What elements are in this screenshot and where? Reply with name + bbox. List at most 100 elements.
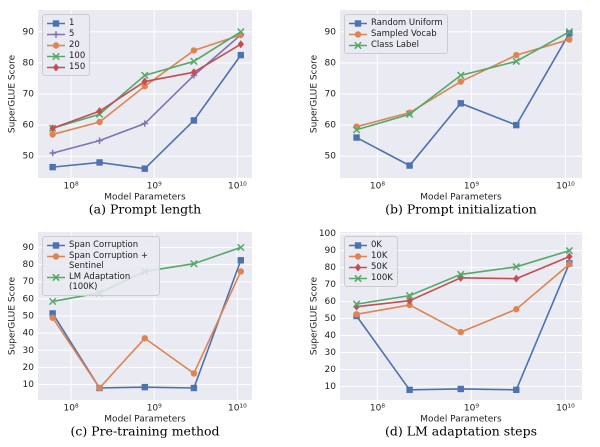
x-tick-label: 10⁹ — [464, 404, 479, 414]
legend-label: 100K — [371, 273, 393, 283]
caption: (a) Prompt length — [89, 202, 201, 217]
y-tick-label: 90 — [23, 27, 35, 37]
y-tick-label: 80 — [325, 58, 337, 68]
y-tick-label: 40 — [325, 331, 337, 341]
marker — [354, 242, 362, 249]
legend: 0K 10K 50K 100K — [344, 236, 398, 287]
marker — [52, 52, 60, 61]
x-axis-label: Model Parameters — [420, 415, 502, 425]
marker — [352, 126, 361, 134]
marker — [457, 71, 465, 80]
marker — [354, 31, 362, 38]
legend-swatch — [47, 42, 65, 49]
y-tick-label: 90 — [325, 246, 337, 256]
marker — [96, 384, 103, 392]
legend-entry: 10K — [349, 251, 393, 261]
x-tick-label: 10⁸ — [370, 404, 385, 414]
marker — [405, 110, 414, 118]
marker — [237, 51, 245, 59]
legend-entry: Span Corruption + Sentinel — [47, 251, 155, 271]
marker — [566, 30, 573, 37]
marker — [354, 41, 362, 50]
x-tick-label: 10¹⁰ — [556, 404, 575, 414]
marker — [52, 273, 60, 282]
marker — [237, 268, 245, 275]
marker — [237, 243, 245, 252]
legend: Span Corruption Span Corruption + Sentine… — [42, 236, 160, 296]
y-tick-label: 80 — [23, 260, 35, 270]
y-tick-label: 80 — [325, 263, 337, 273]
marker — [353, 311, 360, 318]
y-tick-label: 30 — [325, 348, 337, 358]
y-tick-label: 70 — [23, 90, 35, 100]
marker — [354, 253, 362, 260]
marker — [512, 263, 521, 271]
marker — [49, 124, 56, 133]
legend-swatch — [349, 253, 367, 260]
marker — [352, 300, 361, 308]
y-tick-label: 70 — [325, 90, 337, 100]
x-axis-label: Model Parameters — [104, 193, 186, 203]
marker — [237, 257, 245, 264]
marker — [141, 335, 148, 342]
y-tick-label: 50 — [23, 312, 35, 322]
legend-label: 50K — [371, 262, 388, 272]
marker — [190, 57, 198, 66]
legend-swatch — [47, 63, 65, 72]
legend-swatch — [349, 274, 367, 283]
legend-entry: 100 — [47, 51, 85, 61]
y-tick-label: 60 — [23, 294, 35, 304]
marker — [406, 162, 413, 169]
x-tick-label: 10¹⁰ — [228, 182, 247, 192]
marker — [237, 40, 245, 49]
caption: (d) LM adaptation steps — [385, 424, 537, 439]
legend-entry: 150 — [47, 62, 85, 72]
y-tick-label: 60 — [23, 121, 35, 131]
legend-swatch — [47, 253, 65, 260]
marker — [405, 291, 414, 300]
marker — [406, 296, 413, 305]
marker — [141, 71, 149, 80]
marker — [565, 28, 574, 36]
marker — [190, 259, 198, 268]
legend-label: 150 — [69, 62, 86, 72]
x-axis-label: Model Parameters — [420, 193, 502, 203]
y-tick-label: 60 — [325, 121, 337, 131]
marker — [513, 386, 520, 394]
marker — [237, 28, 245, 36]
y-tick-label: 20 — [23, 363, 35, 373]
marker — [141, 77, 148, 86]
y-tick-label: 50 — [325, 152, 337, 162]
marker — [565, 246, 574, 255]
legend-entry: 1 — [47, 18, 85, 28]
y-tick-label: 90 — [23, 243, 35, 253]
marker — [52, 63, 60, 72]
legend-label: 5 — [69, 29, 75, 39]
marker — [52, 253, 60, 260]
legend-label: 1 — [69, 18, 75, 28]
marker — [49, 131, 56, 138]
legend-swatch — [47, 52, 65, 61]
legend-entry: Span Corruption — [47, 240, 155, 250]
marker — [513, 51, 520, 59]
legend-entry: 20 — [47, 40, 85, 50]
marker — [457, 100, 464, 107]
marker — [354, 20, 362, 27]
marker — [52, 242, 60, 249]
marker — [566, 36, 573, 43]
legend-label: LM Adaptation (100K) — [69, 272, 131, 292]
marker — [513, 274, 520, 283]
legend-label: Sampled Vocab — [371, 29, 437, 39]
legend-swatch — [47, 31, 65, 38]
y-tick-label: 30 — [23, 346, 35, 356]
y-tick-label: 10 — [325, 382, 337, 392]
y-axis-label: SuperGLUE Score — [310, 54, 320, 133]
legend-entry: 0K — [349, 240, 393, 250]
legend-label: Span Corruption — [69, 240, 139, 250]
y-tick-label: 90 — [325, 27, 337, 37]
legend-swatch — [47, 20, 65, 27]
marker — [457, 385, 464, 393]
marker — [190, 68, 198, 77]
y-tick-label: 100 — [319, 229, 336, 239]
legend-entry: Class Label — [349, 40, 443, 50]
